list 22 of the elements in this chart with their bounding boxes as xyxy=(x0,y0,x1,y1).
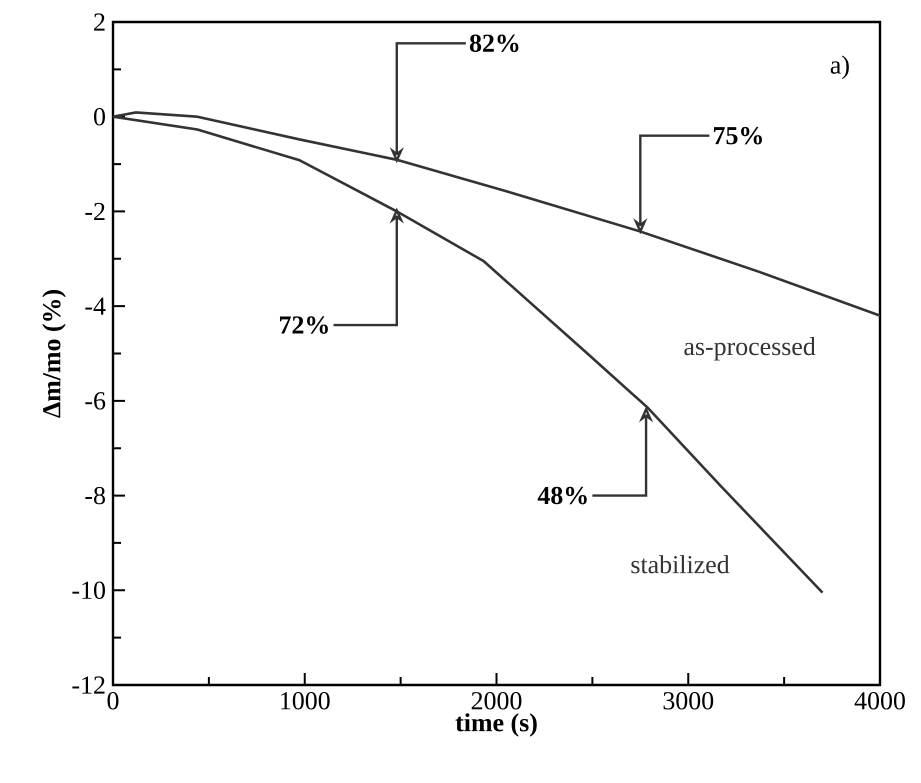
x-tick-label: 0 xyxy=(108,692,118,710)
y-tick-label: -6 xyxy=(85,392,106,410)
x-tick-label: 4000 xyxy=(854,692,905,710)
y-axis-title: Δm/mo (%) xyxy=(42,290,66,418)
y-tick-label: -4 xyxy=(85,298,106,315)
annotation: 72% xyxy=(280,316,328,334)
y-tick-label: -10 xyxy=(72,582,105,600)
x-tick-label: 3000 xyxy=(664,692,714,710)
x-axis-title: time (s) xyxy=(456,713,537,737)
y-tick-label: -8 xyxy=(85,486,105,504)
annotation: 48% xyxy=(538,486,587,504)
y-tick-label: 0 xyxy=(94,108,105,126)
series-label: as-processed xyxy=(684,337,816,360)
series-label: stabilized xyxy=(631,555,730,574)
y-tick-label: -2 xyxy=(85,202,105,220)
y-tick-label: 2 xyxy=(94,13,105,31)
annotation: 82% xyxy=(470,34,518,52)
x-tick-label: 2000 xyxy=(472,692,522,710)
annotation: 75% xyxy=(714,126,762,144)
annotation: a) xyxy=(830,56,849,80)
y-tick-label: -12 xyxy=(72,676,105,694)
x-tick-label: 1000 xyxy=(281,692,330,710)
